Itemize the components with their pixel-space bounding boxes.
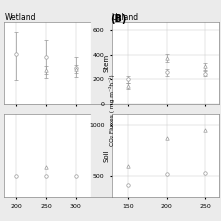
Text: Soil: Soil	[104, 149, 110, 162]
Bar	[91, 114, 114, 197]
Text: (B): (B)	[110, 14, 127, 24]
Text: CO₂ Fluxes ( mg m⁻²h⁻¹): CO₂ Fluxes ( mg m⁻²h⁻¹)	[109, 75, 115, 146]
Text: Wetland: Wetland	[4, 13, 36, 22]
Text: Stem: Stem	[104, 54, 110, 72]
Text: Upland: Upland	[112, 13, 139, 22]
Bar	[91, 22, 114, 105]
